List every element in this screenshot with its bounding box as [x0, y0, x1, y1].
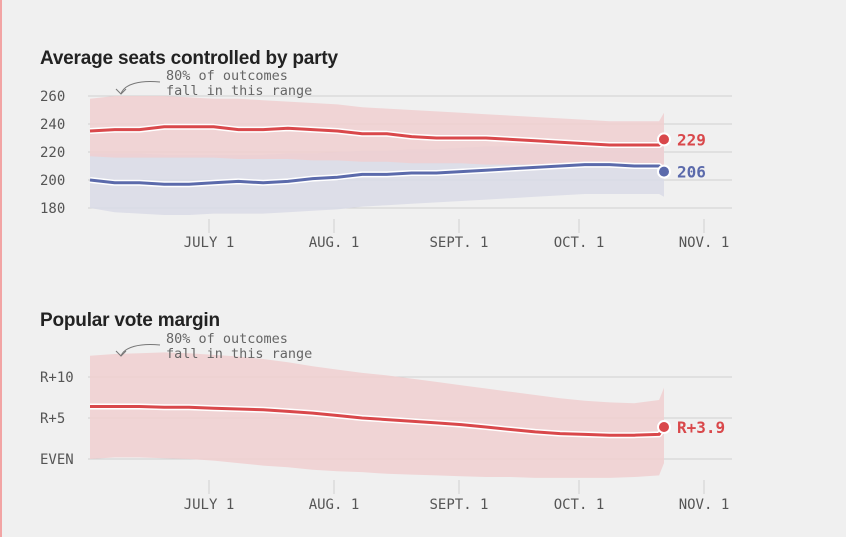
y-tick-label: R+10 — [40, 370, 74, 386]
x-tick-label: SEPT. 1 — [429, 235, 488, 251]
x-tick-label: AUG. 1 — [309, 497, 360, 513]
y-tick-label: EVEN — [40, 452, 74, 468]
left-edge-rule — [0, 0, 2, 537]
annotation-arrow — [120, 344, 161, 357]
annotation-line-2: fall in this range — [166, 346, 312, 362]
series-end-label-rep: 229 — [677, 130, 706, 149]
y-tick-label: 260 — [40, 89, 65, 105]
series-line-dem — [89, 163, 666, 186]
x-tick-label: AUG. 1 — [309, 235, 360, 251]
x-tick-label: NOV. 1 — [679, 235, 730, 251]
chart-title-popular-vote: Popular vote margin — [40, 310, 220, 331]
series-band-rep — [90, 352, 664, 478]
annotation-arrowhead — [115, 350, 127, 357]
annotation-line-1: 80% of outcomes — [166, 331, 288, 347]
series-end-label-dem: 206 — [677, 163, 706, 182]
annotation-line-2: fall in this range — [166, 83, 312, 99]
series-end-point-rep — [657, 132, 671, 147]
x-tick-label: NOV. 1 — [679, 497, 730, 513]
x-tick-label: JULY 1 — [184, 497, 235, 513]
chart-title-seats: Average seats controlled by party — [40, 48, 338, 69]
x-tick-label: JULY 1 — [184, 235, 235, 251]
series-line-rep — [89, 125, 666, 147]
annotation-arrow — [120, 81, 161, 95]
y-tick-label: R+5 — [40, 411, 65, 427]
annotation-arrowhead — [115, 88, 127, 95]
x-tick-label: OCT. 1 — [554, 235, 605, 251]
y-tick-label: 240 — [40, 117, 65, 133]
series-line-rep — [90, 405, 666, 437]
series-end-point-rep — [657, 420, 671, 435]
y-tick-label: 200 — [40, 173, 65, 189]
x-tick-label: SEPT. 1 — [429, 497, 488, 513]
x-tick-label: OCT. 1 — [554, 497, 605, 513]
y-tick-label: 180 — [40, 201, 65, 217]
chart-1: R+10 R+5 EVEN JULY 1 AUG. 1 SEPT. 1 OCT. 1 NOV.… — [40, 331, 732, 513]
annotation-line-1: 80% of outcomes — [166, 68, 288, 84]
y-tick-label: 220 — [40, 145, 65, 161]
series-end-label-rep: R+3.9 — [677, 418, 725, 437]
chart-0: 260 240 220 200 180 JULY 1 AUG. 1 SEPT. 1 OCT. 1… — [40, 68, 732, 251]
series-end-point-dem — [657, 164, 671, 179]
